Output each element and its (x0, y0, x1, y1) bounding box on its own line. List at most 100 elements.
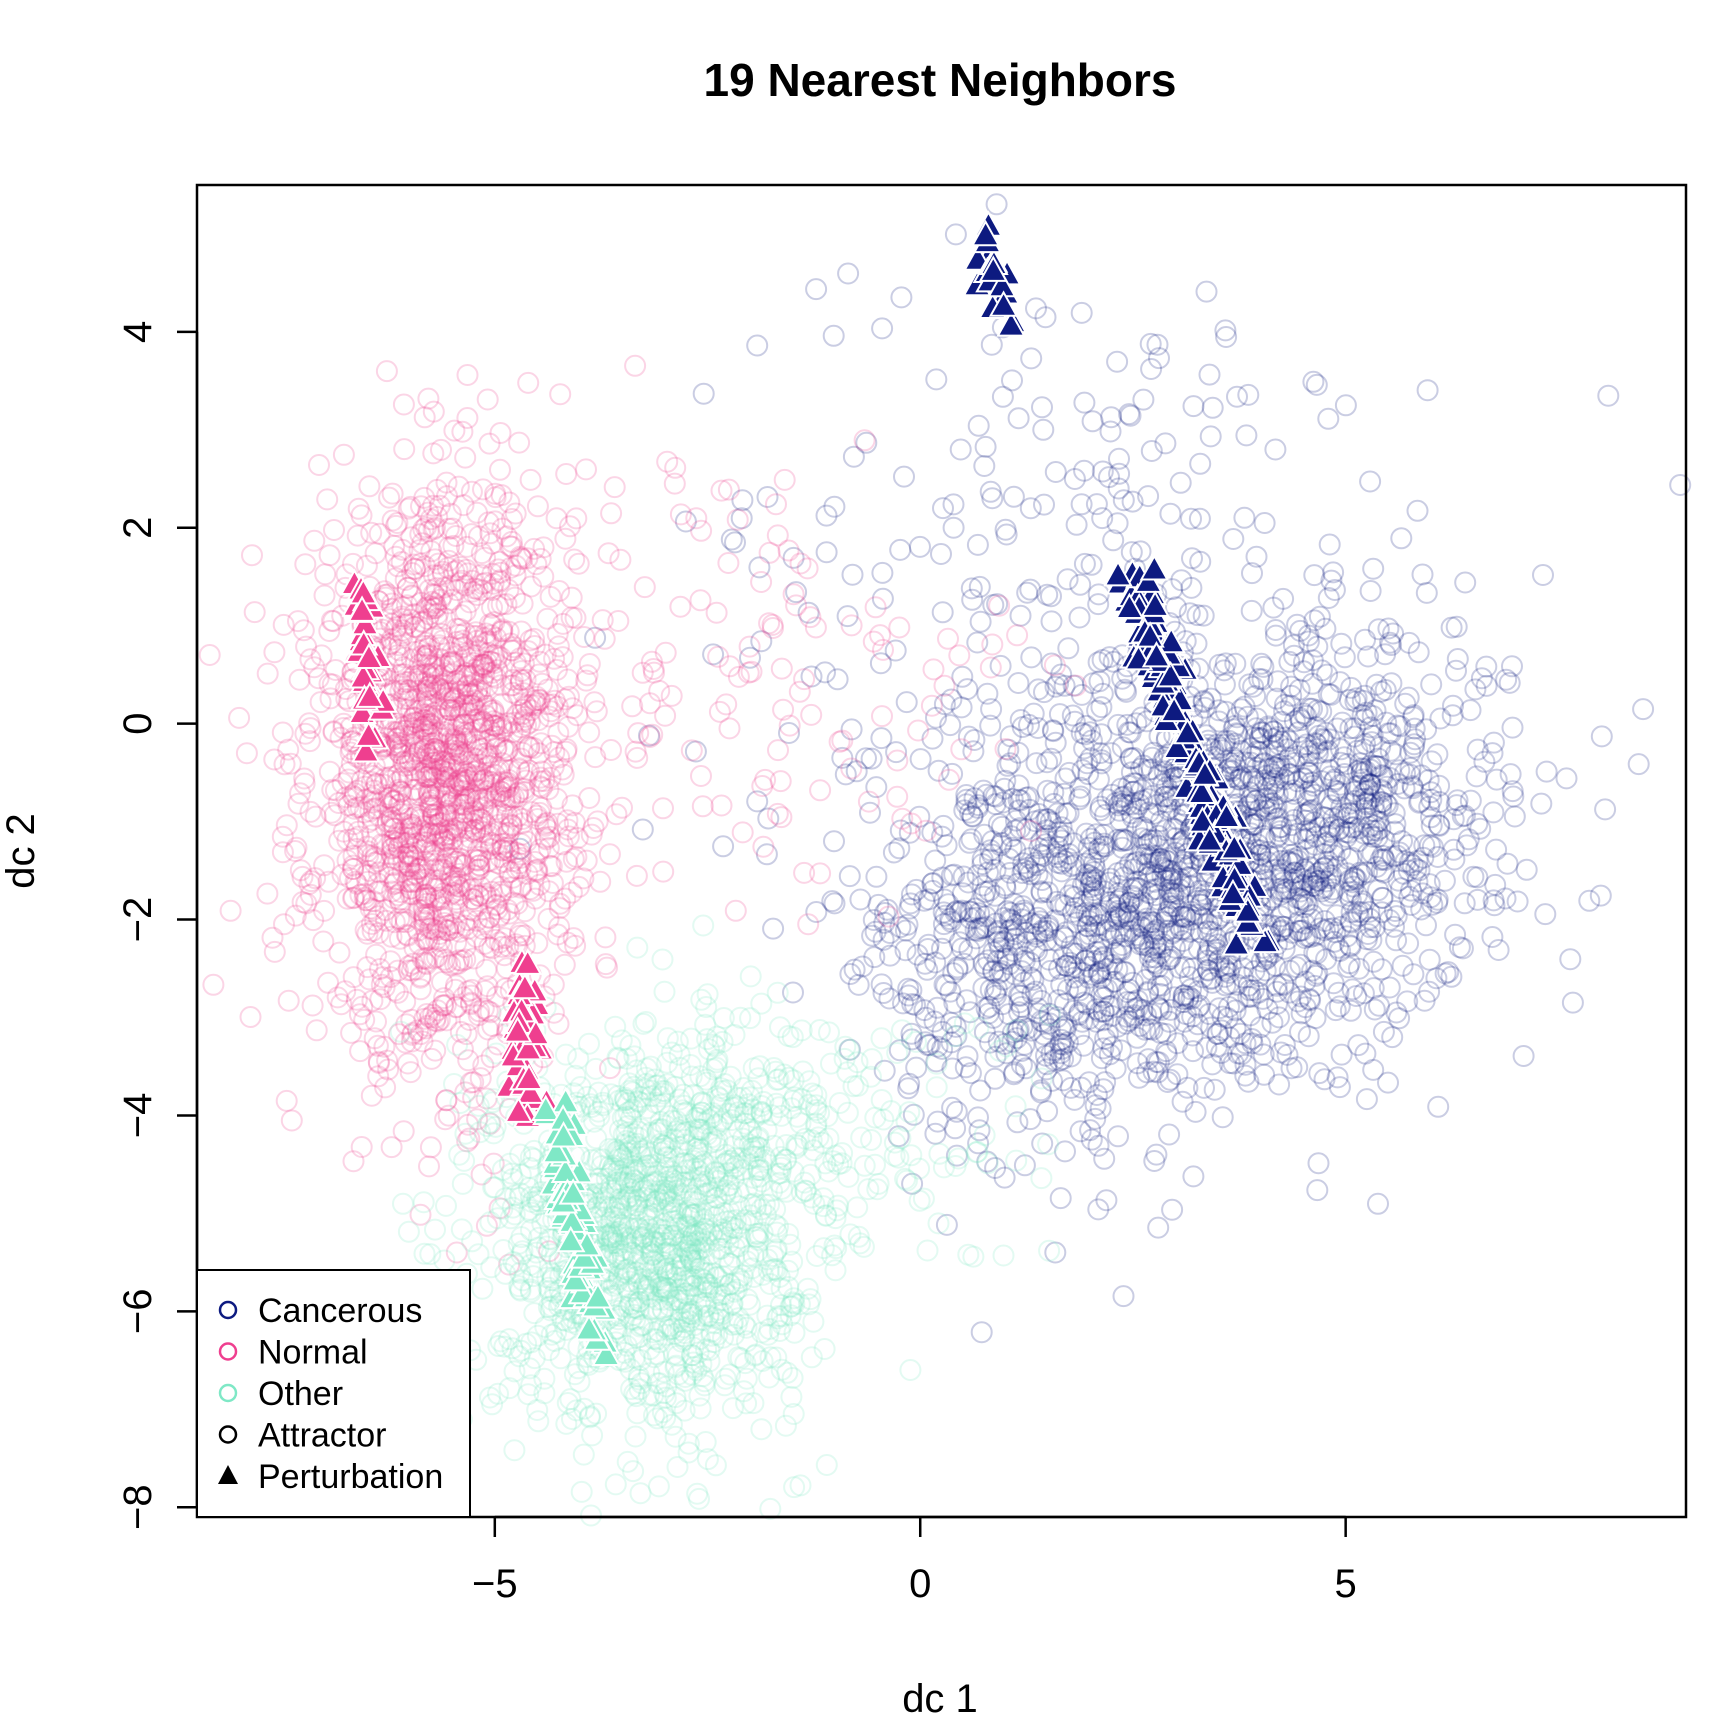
data-point (1275, 780, 1298, 803)
data-point (1223, 715, 1246, 737)
data-point (603, 476, 626, 499)
data-point (1077, 903, 1100, 926)
data-point (594, 926, 617, 949)
data-point (955, 788, 978, 811)
data-point (430, 438, 452, 461)
data-point (1397, 932, 1420, 955)
data-point (1339, 999, 1362, 1022)
data-point (1269, 883, 1292, 906)
data-point (1364, 699, 1387, 722)
data-point (1296, 801, 1319, 824)
data-point (1019, 1108, 1042, 1131)
data-point (1111, 934, 1133, 956)
data-point (1257, 717, 1280, 740)
data-point (1339, 934, 1362, 957)
data-point (1303, 783, 1326, 806)
data-point (939, 980, 962, 1003)
data-point (1296, 838, 1318, 861)
data-point (1465, 765, 1488, 788)
data-point (1109, 904, 1132, 927)
data-point (1295, 820, 1317, 843)
data-point (917, 933, 940, 956)
data-point (1223, 732, 1246, 755)
data-point (1444, 923, 1467, 946)
data-point (984, 912, 1007, 935)
data-point (1054, 992, 1076, 1015)
data-point (1181, 957, 1204, 980)
data-point (1026, 913, 1049, 936)
data-point (1402, 963, 1425, 986)
data-point (1297, 790, 1319, 812)
data-point (942, 493, 965, 516)
data-point (993, 1166, 1016, 1189)
data-point (674, 510, 697, 533)
data-point (346, 524, 369, 547)
data-point (767, 739, 789, 762)
data-point (560, 586, 583, 609)
data-point (1501, 655, 1523, 678)
data-point (1290, 1002, 1313, 1025)
data-point (1172, 991, 1195, 1013)
data-point (778, 722, 800, 744)
data-point (1232, 957, 1255, 980)
data-point (1178, 903, 1201, 926)
data-point (555, 1412, 578, 1435)
data-point (1301, 904, 1324, 927)
data-point (1120, 747, 1143, 770)
data-point (1140, 911, 1163, 933)
data-point (1264, 624, 1287, 647)
data-point (1090, 696, 1113, 719)
data-point (277, 989, 300, 1012)
data-point (1389, 715, 1412, 738)
data-point (995, 1042, 1018, 1065)
data-point (1305, 733, 1328, 756)
data-point (1038, 1012, 1061, 1035)
data-point (1268, 757, 1291, 780)
data-point (822, 324, 845, 347)
data-point (1312, 729, 1335, 751)
data-point (1044, 731, 1067, 754)
data-point (982, 959, 1005, 982)
data-point (316, 488, 339, 511)
data-point (870, 973, 893, 996)
data-point (1043, 1039, 1066, 1061)
data-point (1442, 838, 1465, 861)
data-point (1293, 858, 1316, 881)
data-point (1316, 831, 1339, 854)
data-point (845, 760, 868, 783)
data-point (909, 535, 931, 558)
data-point (1132, 891, 1154, 914)
data-point (1412, 846, 1435, 869)
data-point (978, 848, 1001, 871)
data-point (1314, 832, 1336, 855)
data-point (993, 931, 1015, 954)
data-point (1048, 957, 1071, 980)
data-point (1065, 977, 1087, 999)
data-point (905, 878, 928, 901)
data-point (1074, 871, 1097, 894)
data-point (1162, 920, 1185, 943)
data-point (1068, 1001, 1091, 1024)
data-point (1252, 858, 1274, 881)
data-point (478, 432, 501, 455)
data-point (1304, 732, 1327, 755)
data-point (398, 749, 421, 772)
data-point (1322, 807, 1345, 830)
data-point (1303, 833, 1326, 856)
data-point (597, 542, 620, 565)
data-point (1032, 1011, 1055, 1034)
data-point (1090, 966, 1113, 989)
data-point (473, 662, 496, 685)
data-point (1080, 729, 1103, 752)
data-point (598, 843, 621, 866)
data-point (814, 661, 836, 684)
data-point (482, 710, 505, 733)
data-point (1397, 859, 1420, 882)
data-point (1207, 950, 1230, 973)
data-point (294, 553, 317, 576)
data-point (1147, 1216, 1170, 1239)
data-point (1420, 781, 1442, 804)
data-point (1118, 1010, 1141, 1032)
data-point (1371, 780, 1394, 803)
data-point (1313, 876, 1336, 899)
